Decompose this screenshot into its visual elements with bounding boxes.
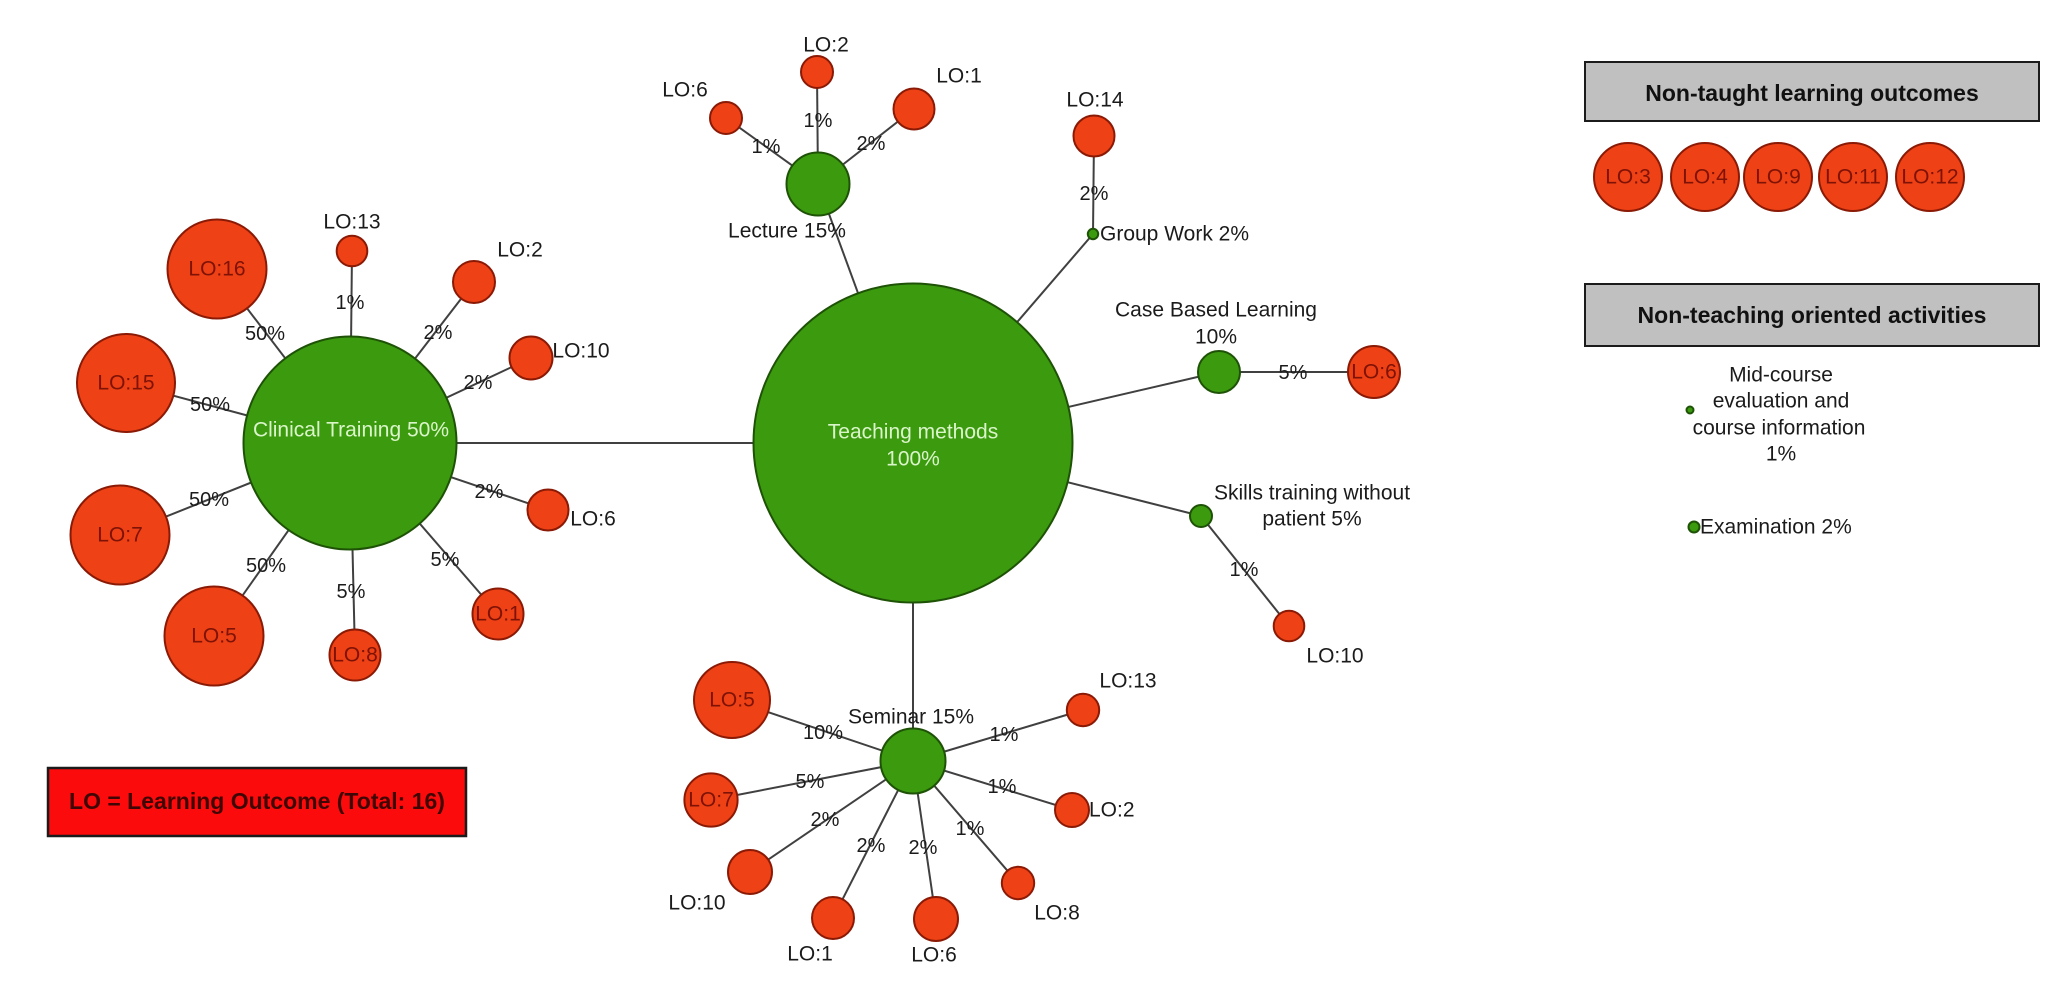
svg-text:LO:1: LO:1 [475, 603, 521, 626]
svg-text:1%: 1% [956, 818, 985, 840]
svg-text:LO:10: LO:10 [668, 892, 725, 915]
svg-text:LO:6: LO:6 [570, 508, 616, 531]
svg-text:100%: 100% [886, 448, 940, 471]
svg-text:LO:13: LO:13 [1099, 670, 1156, 693]
svg-text:LO:14: LO:14 [1066, 89, 1124, 112]
svg-text:LO:7: LO:7 [688, 789, 734, 812]
svg-text:2%: 2% [464, 372, 493, 394]
svg-text:2%: 2% [857, 835, 886, 857]
svg-text:50%: 50% [189, 489, 229, 511]
svg-text:Case Based Learning: Case Based Learning [1115, 299, 1317, 322]
svg-text:Non-teaching oriented activiti: Non-teaching oriented activities [1638, 302, 1987, 328]
svg-text:Teaching methods: Teaching methods [828, 421, 998, 444]
svg-text:50%: 50% [190, 394, 230, 416]
svg-text:1%: 1% [1766, 443, 1796, 466]
svg-text:50%: 50% [245, 323, 285, 345]
svg-text:LO:3: LO:3 [1605, 166, 1651, 189]
svg-text:5%: 5% [1279, 362, 1308, 384]
svg-text:2%: 2% [424, 322, 453, 344]
svg-text:evaluation and: evaluation and [1713, 390, 1850, 413]
svg-text:1%: 1% [988, 776, 1017, 798]
svg-text:LO:11: LO:11 [1825, 166, 1881, 189]
svg-text:LO:6: LO:6 [1351, 361, 1397, 384]
svg-text:patient 5%: patient 5% [1262, 508, 1361, 531]
svg-text:LO:10: LO:10 [1306, 645, 1363, 668]
svg-text:2%: 2% [475, 481, 504, 503]
svg-text:5%: 5% [337, 581, 366, 603]
svg-text:LO:4: LO:4 [1682, 166, 1728, 189]
svg-text:5%: 5% [796, 771, 825, 793]
svg-text:1%: 1% [1230, 559, 1259, 581]
svg-text:1%: 1% [990, 724, 1019, 746]
svg-text:Lecture 15%: Lecture 15% [728, 220, 846, 243]
svg-text:1%: 1% [804, 110, 833, 132]
svg-text:LO:7: LO:7 [97, 524, 143, 547]
svg-text:LO:2: LO:2 [803, 34, 849, 57]
svg-text:LO:8: LO:8 [332, 644, 378, 667]
svg-text:Clinical Training 50%: Clinical Training 50% [253, 419, 449, 442]
svg-text:LO:5: LO:5 [709, 689, 755, 712]
svg-text:LO:10: LO:10 [552, 340, 609, 363]
svg-text:Examination 2%: Examination 2% [1700, 516, 1852, 539]
svg-text:LO = Learning Outcome (Total:: LO = Learning Outcome (Total: 16) [69, 788, 445, 814]
svg-text:1%: 1% [752, 136, 781, 158]
svg-text:LO:8: LO:8 [1034, 902, 1080, 925]
svg-text:2%: 2% [909, 837, 938, 859]
svg-text:10%: 10% [1195, 326, 1237, 349]
svg-text:LO:2: LO:2 [1089, 799, 1135, 822]
svg-text:2%: 2% [811, 809, 840, 831]
svg-text:LO:2: LO:2 [497, 239, 543, 262]
svg-text:course information: course information [1693, 417, 1866, 440]
svg-text:Mid-course: Mid-course [1729, 364, 1833, 387]
svg-text:LO:1: LO:1 [787, 943, 833, 966]
svg-text:50%: 50% [246, 555, 286, 577]
svg-text:LO:9: LO:9 [1755, 166, 1801, 189]
svg-text:2%: 2% [857, 133, 886, 155]
svg-text:Seminar 15%: Seminar 15% [848, 706, 974, 729]
svg-text:LO:6: LO:6 [662, 79, 708, 102]
svg-text:LO:6: LO:6 [911, 944, 957, 967]
svg-text:LO:16: LO:16 [188, 258, 245, 281]
svg-text:LO:12: LO:12 [1901, 166, 1958, 189]
svg-text:LO:5: LO:5 [191, 625, 237, 648]
svg-text:LO:15: LO:15 [97, 372, 154, 395]
svg-text:2%: 2% [1080, 183, 1109, 205]
svg-text:Non-taught learning outcomes: Non-taught learning outcomes [1645, 80, 1979, 106]
svg-text:Skills training without: Skills training without [1214, 482, 1410, 505]
svg-text:Group Work 2%: Group Work 2% [1100, 223, 1249, 246]
svg-text:1%: 1% [336, 292, 365, 314]
svg-text:5%: 5% [431, 549, 460, 571]
svg-text:LO:1: LO:1 [936, 65, 982, 88]
svg-text:LO:13: LO:13 [323, 211, 380, 234]
svg-text:10%: 10% [803, 722, 843, 744]
